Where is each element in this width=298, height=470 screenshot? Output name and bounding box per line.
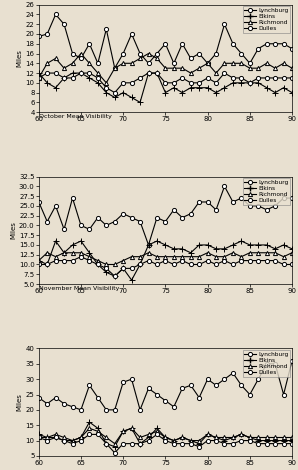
Text: October Mean Visibility: October Mean Visibility (39, 115, 112, 119)
Legend: Lynchburg, Elkins, Richmond, Dulles: Lynchburg, Elkins, Richmond, Dulles (243, 350, 290, 376)
Y-axis label: Miles: Miles (10, 221, 16, 239)
Legend: Lynchburg, Elkins, Richmond, Dulles: Lynchburg, Elkins, Richmond, Dulles (243, 7, 290, 33)
Legend: Lynchburg, Elkins, Richmond, Dulles: Lynchburg, Elkins, Richmond, Dulles (243, 178, 290, 205)
Y-axis label: Miles: Miles (17, 393, 23, 411)
Y-axis label: Miles: Miles (17, 49, 23, 67)
Text: November Mean Visibility: November Mean Visibility (39, 286, 119, 291)
